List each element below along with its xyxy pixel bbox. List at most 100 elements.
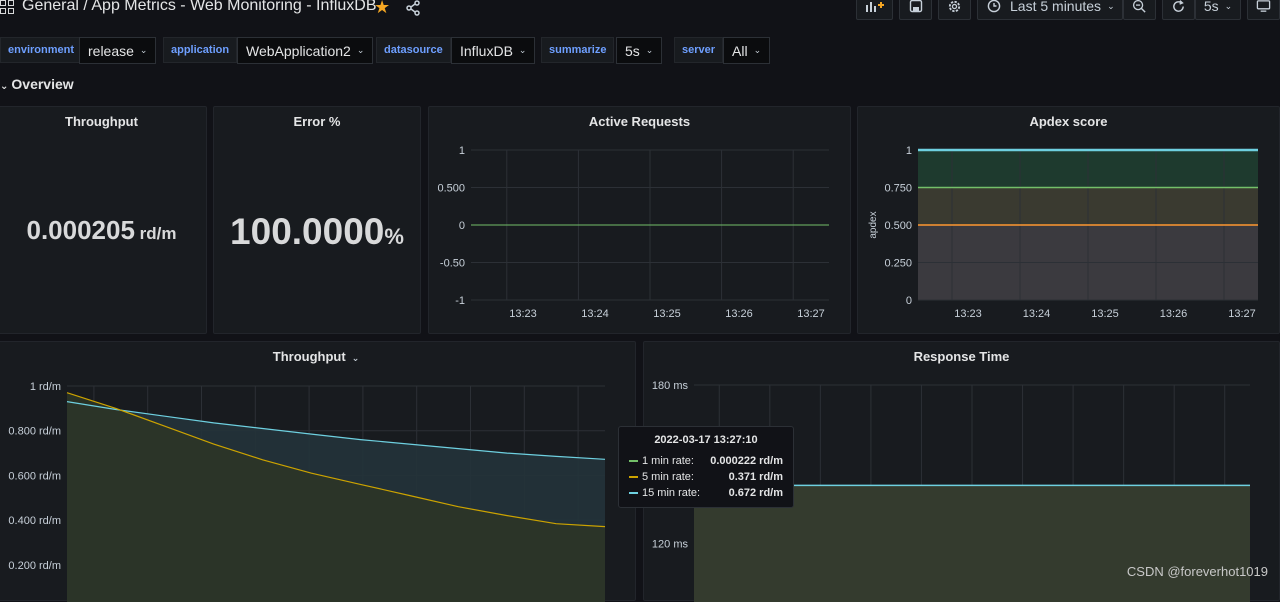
refresh-interval-label: 5s [1203, 0, 1219, 14]
time-range-picker[interactable]: Last 5 minutes ⌄ [977, 0, 1123, 20]
y-tick-label: -0.50 [440, 258, 465, 270]
variable-label-application: application [163, 37, 238, 63]
y-tick-label: 0 [906, 295, 912, 307]
panel-title: Response Time [913, 349, 1010, 364]
watermark: CSDN @foreverhot1019 [1126, 564, 1268, 579]
tooltip-label: 15 min rate: [642, 487, 701, 499]
panel-apdex[interactable]: Apdex score 1 0.750 0.500 0.250 0 13:23 13:24 1… [857, 106, 1280, 334]
refresh-interval-picker[interactable]: 5s ⌄ [1195, 0, 1241, 20]
y-tick-label: 1 [459, 145, 465, 157]
x-tick-label: 13:25 [653, 308, 681, 320]
apdex-chart: 1 0.750 0.500 0.250 0 13:23 13:24 13:25 13:26 13:… [868, 145, 1258, 320]
x-tick-label: 13:27 [1228, 308, 1256, 320]
zoom-out-button[interactable] [1123, 0, 1156, 20]
panel-throughput-stat[interactable]: Throughput 0.000205 rd/m [0, 106, 207, 334]
y-tick-label: 120 ms [652, 539, 689, 551]
panel-title[interactable]: Throughput ⌄ [0, 349, 635, 364]
panel-title: Active Requests [588, 114, 691, 129]
series-area-5min [67, 392, 605, 602]
variable-select-environment[interactable]: release ⌄ [79, 37, 157, 64]
save-dashboard-button[interactable] [899, 0, 932, 20]
graph-tooltip: 2022-03-17 13:27:10 1 min rate: 0.000222… [618, 426, 794, 508]
variable-select-summarize[interactable]: 5s ⌄ [616, 37, 663, 64]
panel-throughput-graph[interactable]: Throughput ⌄ 1 rd/m 0.800 rd/m 0.600 rd/m 0.… [0, 341, 636, 602]
add-panel-icon [865, 2, 884, 12]
dashboard-settings-button[interactable] [938, 0, 971, 20]
x-tick-label: 13:27 [797, 308, 825, 320]
share-icon[interactable] [405, 0, 421, 16]
chevron-down-icon: ⌄ [1224, 0, 1233, 11]
variable-select-application[interactable]: WebApplication2 ⌄ [237, 37, 374, 64]
variable-label-datasource: datasource [376, 37, 451, 63]
stat-value: 100.0000% [214, 211, 420, 253]
panel-title: Error % [293, 114, 341, 129]
row-title: Overview [11, 76, 74, 92]
chevron-down-icon: ⌄ [753, 45, 762, 55]
variable-select-datasource[interactable]: InfluxDB ⌄ [451, 37, 536, 64]
series-swatch [629, 460, 638, 462]
stat-unit: rd/m [134, 224, 177, 243]
throughput-chart: 1 rd/m 0.800 rd/m 0.600 rd/m 0.400 rd/m 0.20… [8, 381, 606, 602]
dashboard-breadcrumb[interactable]: General / App Metrics - Web Monitoring -… [22, 0, 377, 14]
chevron-down-icon: ⌄ [351, 353, 360, 363]
variable-value: WebApplication2 [246, 42, 351, 59]
tooltip-row: 5 min rate: 0.371 rd/m [629, 470, 783, 484]
tooltip-label: 1 min rate: [642, 455, 694, 467]
series-swatch [629, 492, 638, 494]
time-range-label: Last 5 minutes [1010, 0, 1102, 14]
clock-icon [987, 0, 1001, 13]
y-tick-label: 0.400 rd/m [8, 515, 61, 527]
stat-value: 0.000205 rd/m [0, 215, 206, 246]
chevron-down-icon: ⌄ [139, 45, 148, 55]
chevron-down-icon: ⌄ [518, 45, 527, 55]
stat-number: 0.000205 [26, 215, 135, 245]
monitor-icon [1256, 0, 1271, 12]
variable-select-server[interactable]: All ⌄ [723, 37, 771, 64]
y-tick-label: 0.500 [437, 183, 465, 195]
series-line-15min [66, 401, 606, 460]
y-tick-label: 1 rd/m [30, 381, 61, 393]
series-line-5min [66, 392, 606, 528]
panel-title-text: Throughput [272, 349, 346, 364]
chevron-down-icon: ⌄ [1107, 0, 1115, 11]
x-tick-label: 13:24 [581, 308, 609, 320]
y-tick-label: 0.600 rd/m [8, 470, 61, 482]
refresh-icon [1173, 0, 1184, 12]
stat-number: 100.0000 [230, 211, 385, 252]
x-tick-label: 13:23 [954, 308, 982, 320]
x-tick-label: 13:24 [1023, 308, 1051, 320]
tooltip-value: 0.000222 rd/m [710, 455, 783, 467]
zoom-out-icon [1132, 0, 1146, 13]
tooltip-row: 15 min rate: 0.672 rd/m [629, 486, 783, 500]
chevron-down-icon: ⌄ [645, 45, 654, 55]
chevron-down-icon: ⌄ [356, 45, 365, 55]
variable-label-summarize: summarize [541, 37, 615, 63]
y-tick-label: -1 [455, 295, 465, 307]
panel-error-stat[interactable]: Error % 100.0000% [213, 106, 421, 334]
view-mode-button[interactable] [1247, 0, 1280, 20]
y-tick-label: 0.250 [884, 258, 912, 270]
stat-unit: % [384, 224, 404, 249]
variable-label-environment: environment [0, 37, 83, 63]
add-panel-button[interactable] [856, 0, 893, 20]
x-tick-label: 13:25 [1091, 308, 1119, 320]
variable-value: InfluxDB [460, 42, 513, 59]
variable-value: 5s [625, 42, 640, 59]
row-overview[interactable]: ⌄ Overview [0, 76, 74, 92]
star-icon[interactable]: ★ [374, 0, 391, 17]
tooltip-label: 5 min rate: [642, 471, 694, 483]
series-swatch [629, 476, 638, 478]
y-tick-label: 0.200 rd/m [8, 560, 61, 572]
active-requests-chart: 1 0.500 0 -0.50 -1 13:23 13:24 13:25 13:26 13:27 [437, 145, 829, 320]
y-tick-label: 0.500 [884, 220, 912, 232]
gear-icon [948, 0, 961, 12]
variable-value: All [732, 42, 748, 59]
y-tick-label: 0.800 rd/m [8, 426, 61, 438]
panel-title: Apdex score [1029, 114, 1108, 129]
apps-grid-icon[interactable] [0, 0, 14, 14]
refresh-button[interactable] [1162, 0, 1195, 20]
panel-active-requests[interactable]: Active Requests 1 0.500 0 -0.50 -1 13:23 13:24… [428, 106, 851, 334]
y-tick-label: 1 [906, 145, 912, 157]
x-tick-label: 13:26 [1160, 308, 1188, 320]
x-tick-label: 13:26 [725, 308, 753, 320]
